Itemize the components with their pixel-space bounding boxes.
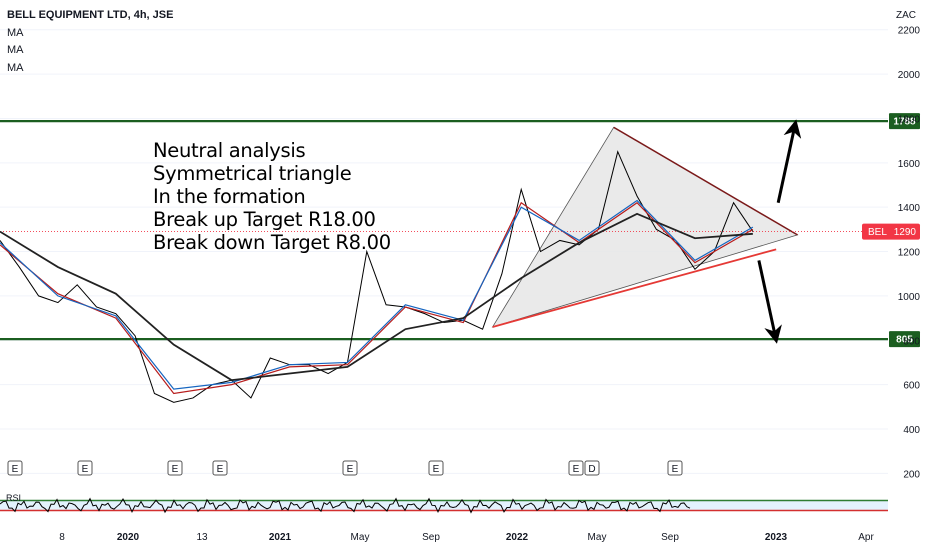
earnings-marker xyxy=(342,460,358,476)
earnings-marker xyxy=(77,460,93,476)
price-grid xyxy=(0,29,888,474)
indicator-ma-1[interactable]: MA xyxy=(7,27,24,39)
earnings-marker xyxy=(568,460,584,476)
moving-average-line xyxy=(0,201,754,395)
earnings-marker-label: E xyxy=(172,464,179,475)
x-tick-label: Apr xyxy=(858,532,874,543)
y-tick-label: 1000 xyxy=(898,292,921,303)
last-price-badge xyxy=(862,223,920,240)
earnings-marker-label: E xyxy=(573,464,580,475)
time-axis[interactable]: 8 2020 13 2021 May Sep 2022 May Sep 2023 Apr xyxy=(59,532,874,543)
indicator-ma-3[interactable]: MA xyxy=(7,62,24,74)
x-tick-label: 13 xyxy=(196,532,208,543)
x-tick-label: May xyxy=(351,532,370,543)
x-tick-label: 2020 xyxy=(117,532,140,543)
y-tick-label: 1400 xyxy=(898,203,921,214)
earnings-marker-label: E xyxy=(217,464,224,475)
earnings-marker xyxy=(7,460,23,476)
y-tick-label: 400 xyxy=(903,425,920,436)
earnings-marker xyxy=(212,460,228,476)
y-tick-label: 800 xyxy=(903,336,920,347)
y-tick-label: 1800 xyxy=(898,114,921,125)
price-line xyxy=(0,150,754,403)
level-badge xyxy=(889,113,920,130)
note-line: Neutral analysis xyxy=(153,139,306,162)
earnings-marker xyxy=(584,460,600,476)
earnings-marker-label: E xyxy=(12,464,19,475)
y-tick-label: 1600 xyxy=(898,159,921,170)
level-label: 805 xyxy=(896,335,913,346)
horizontal-levels: 1788 805 BEL 1290 xyxy=(0,113,920,348)
y-tick-label: 600 xyxy=(903,381,920,392)
break-down-arrow xyxy=(757,260,782,344)
earnings-marker xyxy=(167,460,183,476)
lower-trendline xyxy=(492,248,777,328)
indicator-ma-2[interactable]: MA xyxy=(7,44,24,56)
earnings-marker-label: E xyxy=(347,464,354,475)
y-tick-label: 2000 xyxy=(898,70,921,81)
x-tick-label: Sep xyxy=(422,532,440,543)
x-tick-label: May xyxy=(588,532,607,543)
x-tick-label: Sep xyxy=(661,532,679,543)
earnings-marker-label: E xyxy=(433,464,440,475)
rsi-label: RSI xyxy=(6,493,21,503)
price-series xyxy=(0,150,754,403)
y-tick-label: 1200 xyxy=(898,248,921,259)
rsi-line xyxy=(0,497,691,514)
y-tick-label: 200 xyxy=(903,469,920,480)
price-axis[interactable]: 200 400 600 800 1000 1200 1400 1600 1800 2000 2200… xyxy=(896,10,920,480)
rsi-pane: RSI xyxy=(0,493,888,514)
x-tick-label: 8 xyxy=(59,532,65,543)
analysis-note: Neutral analysis Symmetrical triangle In… xyxy=(153,139,391,254)
break-up-arrow xyxy=(776,119,802,204)
last-price-value: 1290 xyxy=(894,227,917,238)
moving-average-line xyxy=(0,212,753,382)
earnings-marker-label: D xyxy=(588,464,595,475)
note-line: In the formation xyxy=(153,185,306,208)
y-tick-label: 2200 xyxy=(898,26,921,37)
moving-average-line xyxy=(0,199,754,390)
note-line: Break up Target R18.00 xyxy=(153,208,376,231)
earnings-marker xyxy=(667,460,683,476)
currency-label: ZAC xyxy=(896,10,916,21)
earnings-marker-label: E xyxy=(672,464,679,475)
upper-trendline xyxy=(613,126,798,236)
earnings-marker xyxy=(428,460,444,476)
earnings-marker-label: E xyxy=(82,464,89,475)
x-tick-label: 2021 xyxy=(269,532,292,543)
last-price-symbol: BEL xyxy=(868,227,887,238)
target-arrows xyxy=(757,119,802,344)
note-line: Break down Target R8.00 xyxy=(153,231,391,254)
symbol-title[interactable]: BELL EQUIPMENT LTD, 4h, JSE xyxy=(7,9,174,21)
level-badge xyxy=(889,331,920,348)
symmetrical-triangle xyxy=(491,126,799,328)
x-tick-label: 2022 xyxy=(506,532,529,543)
level-label: 1788 xyxy=(893,117,916,128)
note-line: Symmetrical triangle xyxy=(153,162,352,185)
x-tick-label: 2023 xyxy=(765,532,788,543)
